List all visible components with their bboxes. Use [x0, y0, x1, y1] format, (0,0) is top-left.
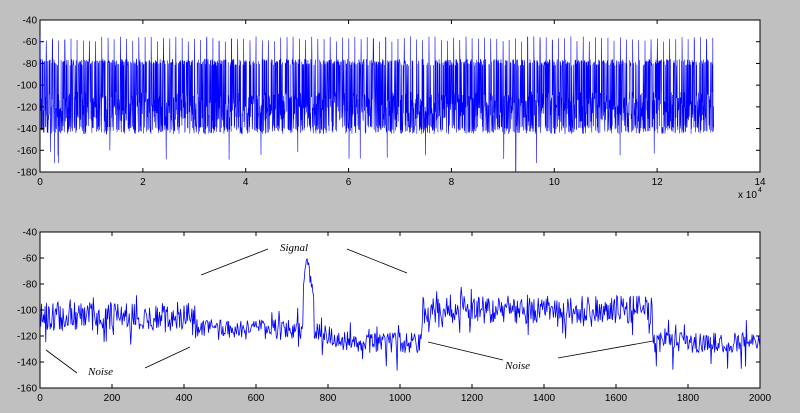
top-y-tick-label: -180	[17, 168, 37, 179]
bottom-x-tick-label: 200	[104, 393, 121, 404]
bottom-y-tick-label: -80	[23, 280, 38, 291]
top-y-tick-label: -140	[17, 124, 37, 135]
top-x-ticks: 0 2 4 6 8 10 12 14	[37, 20, 766, 188]
bottom-x-tick-label: 600	[248, 393, 265, 404]
bottom-x-tick-label: 2000	[749, 393, 772, 404]
bottom-x-tick-label: 0	[37, 393, 43, 404]
bottom-x-ticks: 0 200 400 600 800 1000 1200 1400 1600 1800 2000	[37, 232, 772, 404]
top-x-tick-label: 10	[549, 177, 561, 188]
bottom-y-ticks: -40 -60 -80 -100 -120 -140 -160	[17, 228, 760, 395]
bottom-y-tick-label: -100	[17, 306, 37, 317]
bottom-y-tick-label: -60	[23, 254, 38, 265]
bottom-x-tick-label: 1800	[677, 393, 700, 404]
top-y-tick-label: -60	[23, 37, 38, 48]
annotation-signal-pointer-left	[200, 248, 269, 276]
annotation-noise-left: Noise	[87, 366, 113, 378]
chart-top: 0 2 4 6 8 10 12 14 -40 -60 -80 -100 -120 -140 -160 -18…	[17, 16, 766, 202]
annotation-noise-right-pointer-a	[427, 341, 504, 361]
annotation-signal: Signal	[280, 242, 308, 254]
bottom-series-line	[39, 258, 761, 371]
bottom-x-tick-label: 1600	[605, 393, 628, 404]
bottom-y-tick-label: -160	[17, 384, 37, 395]
bottom-x-tick-label: 1400	[533, 393, 556, 404]
top-x-tick-label: 4	[243, 177, 249, 188]
chart-bottom: 0 200 400 600 800 1000 1200 1400 1600 1800 2000 -4…	[17, 228, 772, 405]
bottom-y-tick-label: -120	[17, 332, 37, 343]
annotation-noise-left-pointer-a	[45, 349, 78, 374]
annotation-signal-pointer-right	[346, 248, 408, 274]
top-x-tick-label: 6	[346, 177, 352, 188]
annotation-noise-right-pointer-b	[557, 340, 654, 359]
top-y-ticks: -40 -60 -80 -100 -120 -140 -160 -180	[17, 16, 760, 179]
bottom-y-tick-label: -140	[17, 358, 37, 369]
bottom-x-tick-label: 400	[176, 393, 193, 404]
top-x-tick-label: 2	[140, 177, 146, 188]
top-x-tick-label: 14	[754, 177, 766, 188]
bottom-y-tick-label: -40	[23, 228, 38, 239]
annotation-noise-left-pointer-b	[144, 346, 191, 369]
top-x-exponent-power: 4	[758, 187, 762, 194]
top-y-tick-label: -120	[17, 102, 37, 113]
bottom-x-tick-label: 1000	[389, 393, 412, 404]
top-x-tick-label: 0	[37, 177, 43, 188]
top-y-tick-label: -100	[17, 81, 37, 92]
bottom-x-tick-label: 1200	[461, 393, 484, 404]
top-x-tick-label: 8	[449, 177, 455, 188]
top-y-tick-label: -40	[23, 16, 38, 27]
top-x-tick-label: 12	[652, 177, 664, 188]
bottom-x-tick-label: 800	[320, 393, 337, 404]
top-y-tick-label: -160	[17, 146, 37, 157]
top-y-tick-label: -80	[23, 59, 38, 70]
annotation-noise-right: Noise	[504, 360, 530, 372]
top-x-exponent-label: x 10	[738, 190, 757, 201]
top-series-line	[39, 36, 715, 173]
